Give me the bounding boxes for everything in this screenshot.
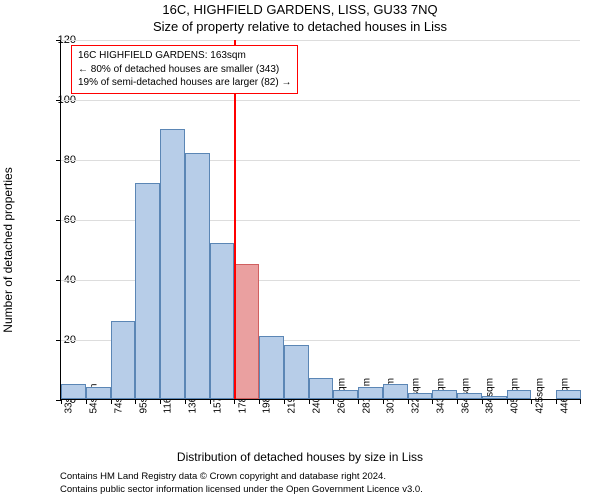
ytick-mark <box>56 100 61 101</box>
xtick-mark <box>482 399 483 404</box>
plot-area: 16C HIGHFIELD GARDENS: 163sqm ← 80% of d… <box>60 40 580 400</box>
gridline <box>61 160 580 161</box>
xtick-mark <box>185 399 186 404</box>
xtick-mark <box>580 399 581 404</box>
bar <box>556 390 581 399</box>
xtick-mark <box>111 399 112 404</box>
xtick-mark <box>210 399 211 404</box>
ytick-mark <box>56 220 61 221</box>
xtick-mark <box>61 399 62 404</box>
bar <box>185 153 210 399</box>
bar <box>309 378 334 399</box>
bar <box>160 129 185 399</box>
gridline <box>61 40 580 41</box>
bar <box>333 390 358 399</box>
ytick-mark <box>56 160 61 161</box>
bar <box>135 183 160 399</box>
xtick-mark <box>259 399 260 404</box>
gridline <box>61 100 580 101</box>
bar <box>259 336 284 399</box>
info-box-line2: ← 80% of detached houses are smaller (34… <box>78 63 291 77</box>
xtick-mark <box>135 399 136 404</box>
bar <box>432 390 457 399</box>
xtick-mark <box>333 399 334 404</box>
xtick-mark <box>507 399 508 404</box>
bar <box>358 387 383 399</box>
marker-line <box>234 40 236 399</box>
bar <box>210 243 235 399</box>
ytick-mark <box>56 40 61 41</box>
bar <box>111 321 136 399</box>
xtick-mark <box>457 399 458 404</box>
bar <box>61 384 86 399</box>
bar <box>383 384 408 399</box>
xtick-mark <box>86 399 87 404</box>
x-axis-label: Distribution of detached houses by size … <box>0 450 600 464</box>
bar <box>457 393 482 399</box>
chart-title-sub: Size of property relative to detached ho… <box>0 19 600 34</box>
xtick-mark <box>432 399 433 404</box>
info-box-line3: 19% of semi-detached houses are larger (… <box>78 76 291 90</box>
bar <box>507 390 532 399</box>
chart-title-main: 16C, HIGHFIELD GARDENS, LISS, GU33 7NQ <box>0 2 600 17</box>
info-box-line1: 16C HIGHFIELD GARDENS: 163sqm <box>78 49 291 63</box>
footer-line2: Contains public sector information licen… <box>60 484 580 497</box>
bar <box>482 396 507 399</box>
xtick-mark <box>556 399 557 404</box>
xtick-mark <box>531 399 532 404</box>
footer: Contains HM Land Registry data © Crown c… <box>60 471 580 497</box>
xtick-mark <box>309 399 310 404</box>
xtick-mark <box>408 399 409 404</box>
xtick-mark <box>284 399 285 404</box>
y-axis-label: Number of detached properties <box>1 167 15 332</box>
info-box: 16C HIGHFIELD GARDENS: 163sqm ← 80% of d… <box>71 45 298 94</box>
bar <box>408 393 433 399</box>
ytick-mark <box>56 280 61 281</box>
xtick-mark <box>358 399 359 404</box>
bar <box>86 387 111 399</box>
chart-container: 16C, HIGHFIELD GARDENS, LISS, GU33 7NQ S… <box>0 0 600 500</box>
xtick-mark <box>234 399 235 404</box>
xtick-mark <box>383 399 384 404</box>
footer-line1: Contains HM Land Registry data © Crown c… <box>60 471 580 484</box>
bar-highlight <box>234 264 259 399</box>
xtick-mark <box>160 399 161 404</box>
bar <box>284 345 309 399</box>
ytick-mark <box>56 340 61 341</box>
